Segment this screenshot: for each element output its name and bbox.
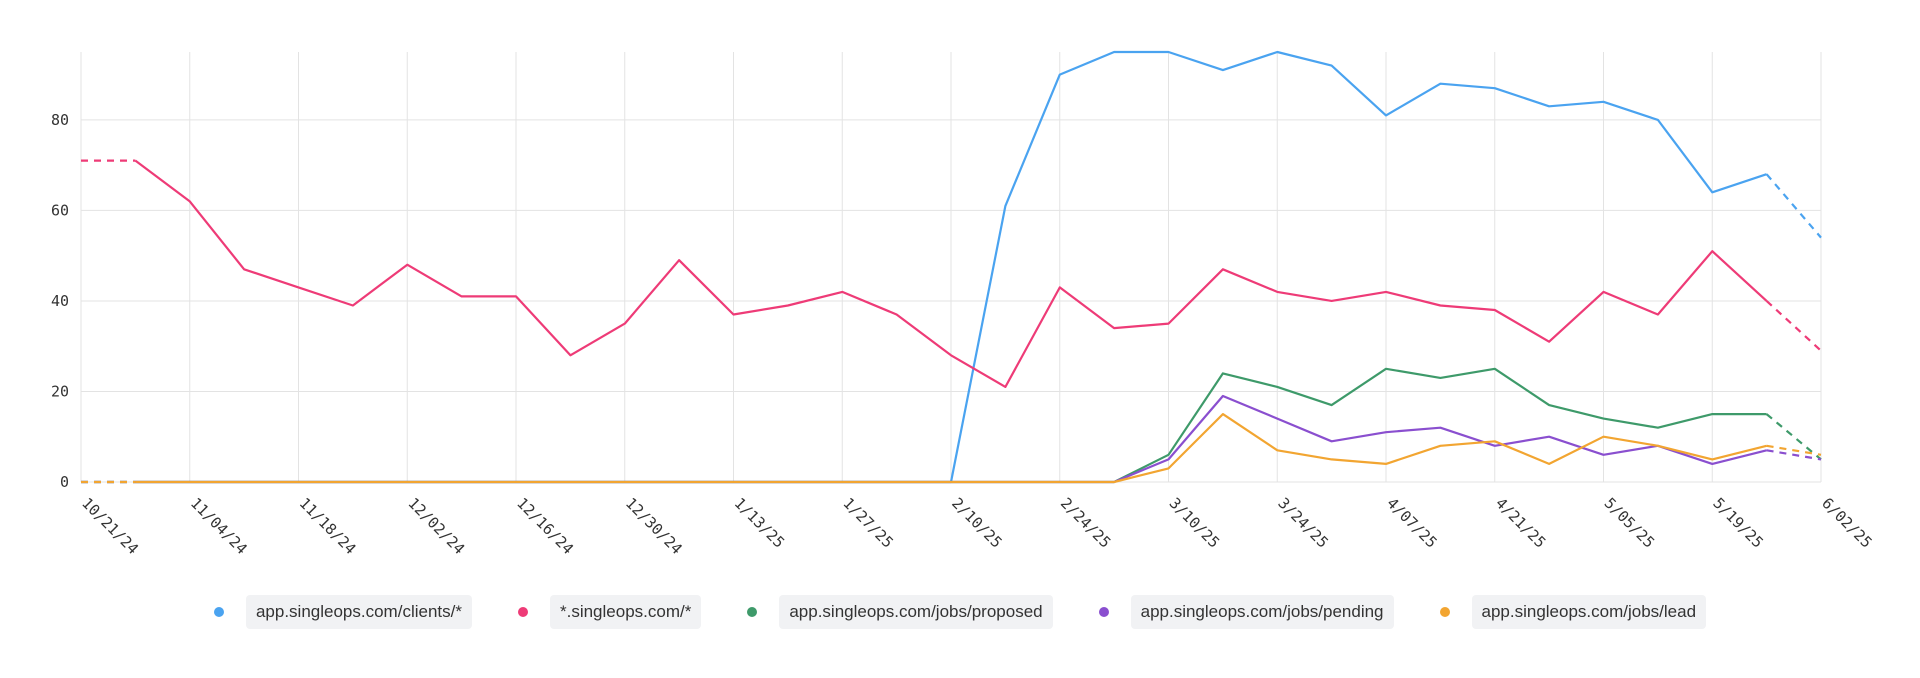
- x-tick-label: 3/24/25: [1274, 494, 1331, 551]
- legend-swatch: [213, 607, 224, 617]
- y-tick-label: 80: [51, 111, 69, 129]
- x-tick-label: 12/16/24: [513, 494, 577, 558]
- legend-item-jobs-proposed[interactable]: app.singleops.com/jobs/proposed: [747, 595, 1053, 629]
- series-line-end-dashed: [1765, 173, 1822, 239]
- legend-swatch: [517, 607, 528, 617]
- x-axis-ticks: 10/21/24 11/04/24 11/18/24 12/02/24 12/16/24…: [78, 494, 1875, 558]
- x-tick-label: 3/10/25: [1166, 494, 1223, 551]
- x-tick-label: 10/21/24: [78, 494, 142, 558]
- legend-label: *.singleops.com/*: [549, 595, 702, 629]
- x-tick-label: 1/27/25: [839, 494, 896, 551]
- y-tick-label: 60: [51, 201, 69, 219]
- legend-swatch: [1098, 607, 1109, 617]
- legend-item-jobs-lead[interactable]: app.singleops.com/jobs/lead: [1439, 595, 1707, 629]
- x-tick-label: 12/02/24: [404, 494, 468, 558]
- legend-label: app.singleops.com/jobs/lead: [1471, 595, 1707, 629]
- y-tick-label: 0: [60, 473, 69, 491]
- series-line-end-dashed: [1766, 444, 1822, 456]
- legend: app.singleops.com/clients/* *.singleops.…: [0, 592, 1920, 632]
- x-tick-label: 5/05/25: [1601, 494, 1658, 551]
- series-5: [81, 413, 1822, 484]
- x-tick-label: 2/24/25: [1057, 494, 1114, 551]
- x-tick-label: 1/13/25: [731, 494, 788, 551]
- series-line-end-dashed: [1765, 300, 1822, 352]
- grid: [80, 52, 1822, 483]
- legend-swatch: [747, 607, 758, 617]
- series-line: [134, 159, 1768, 388]
- series-line-end-dashed: [1766, 449, 1822, 461]
- y-axis-ticks: 0 20 40 60 80: [51, 111, 69, 491]
- x-tick-label: 11/18/24: [296, 494, 360, 558]
- x-tick-label: 2/10/25: [948, 494, 1005, 551]
- line-chart: 0 20 40 60 80 10/21/24 11/04/24 11/18/24 12/02/…: [51, 50, 1876, 558]
- x-tick-label: 5/19/25: [1709, 494, 1766, 551]
- x-tick-label: 12/30/24: [622, 494, 686, 558]
- x-tick-label: 6/02/25: [1818, 494, 1875, 551]
- legend-item-jobs-pending[interactable]: app.singleops.com/jobs/pending: [1098, 595, 1394, 629]
- legend-label: app.singleops.com/jobs/pending: [1130, 595, 1394, 629]
- legend-item-clients[interactable]: app.singleops.com/clients/*: [213, 595, 472, 629]
- x-tick-label: 4/07/25: [1383, 494, 1440, 551]
- series-2: [81, 159, 1822, 388]
- legend-label: app.singleops.com/clients/*: [245, 595, 472, 629]
- legend-label: app.singleops.com/jobs/proposed: [779, 595, 1053, 629]
- legend-swatch: [1439, 607, 1450, 617]
- series-line-end-dashed: [1765, 413, 1822, 461]
- series-line: [135, 413, 1767, 484]
- x-tick-label: 11/04/24: [187, 494, 251, 558]
- series-lines: [81, 50, 1822, 484]
- legend-item-all-singleops[interactable]: *.singleops.com/*: [517, 595, 702, 629]
- y-tick-label: 40: [51, 292, 69, 310]
- y-tick-label: 20: [51, 382, 69, 400]
- x-tick-label: 4/21/25: [1492, 494, 1549, 551]
